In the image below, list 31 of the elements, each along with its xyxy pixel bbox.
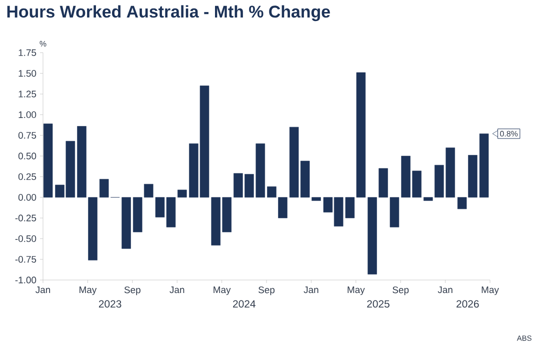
x-tick-label: Sep <box>392 286 409 296</box>
x-tick-label: May <box>214 286 231 295</box>
x-tick-label: Sep <box>258 286 275 296</box>
y-tick-label: 0.75 <box>18 132 36 139</box>
y-tick-label: -0.75 <box>15 256 36 263</box>
x-tick-label: May <box>482 286 499 295</box>
x-tick-label: Jan <box>304 286 318 294</box>
x-tick-label: May <box>348 286 365 295</box>
y-tick-label: 1.25 <box>18 90 36 98</box>
x-tick-label: Jan <box>438 286 452 294</box>
x-tick-label: Sep <box>124 286 140 296</box>
y-tick-label: 0.25 <box>18 173 36 180</box>
bar <box>122 197 131 249</box>
bar <box>43 124 53 198</box>
text: 2026 <box>456 300 479 308</box>
text: 2024 <box>233 300 256 308</box>
bar <box>479 134 489 198</box>
y-tick-label: -0.50 <box>15 235 36 242</box>
x-tick-label: Jan <box>36 286 50 294</box>
x-tick-label: May <box>80 286 97 295</box>
y-tick-label: 1.00 <box>18 111 36 118</box>
chart-title: Hours Worked Australia - Mth % Change <box>7 5 330 22</box>
y-tick-label: 1.75 <box>18 49 36 56</box>
x-tick-label: Jan <box>170 286 184 294</box>
y-tick-label: 0.00 <box>18 194 36 201</box>
text: 2025 <box>367 300 390 308</box>
y-tick-label: -1.00 <box>15 276 36 284</box>
y-tick-label: 1.50 <box>18 70 36 77</box>
y-tick-label: -0.25 <box>15 214 36 222</box>
y-tick-label: 0.50 <box>18 152 36 160</box>
text: 2023 <box>98 300 122 308</box>
